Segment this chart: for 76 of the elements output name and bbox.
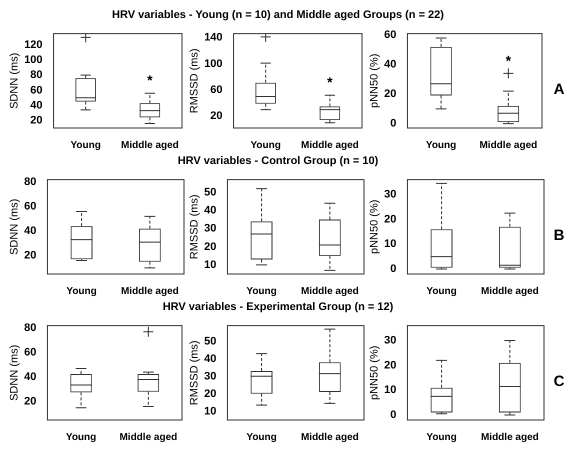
annotation: * <box>147 72 154 88</box>
x-tick-label: Middle aged <box>480 432 539 443</box>
y-tick-label: 40 <box>30 99 43 112</box>
x-tick-label: Young <box>66 432 96 443</box>
y-tick-label: 30 <box>204 370 216 382</box>
y-tick-label: 0 <box>390 263 396 276</box>
x-tick-label: Middle aged <box>120 140 179 151</box>
y-axis-title: pNN50 (%) <box>368 346 381 400</box>
x-tick-label: Young <box>426 432 457 443</box>
y-tick-label: 80 <box>30 69 43 82</box>
y-tick-label: 10 <box>384 238 396 250</box>
y-tick-label: 10 <box>384 384 396 396</box>
y-tick-label: 40 <box>24 225 36 238</box>
y-tick-label: 20 <box>210 110 223 122</box>
y-axis-title: SDNN (ms) <box>8 52 21 109</box>
y-tick-label: 100 <box>24 54 43 66</box>
y-tick-label: 20 <box>30 114 43 126</box>
y-tick-label: 60 <box>210 84 223 96</box>
y-axis-title: pNN50 (%) <box>368 54 381 108</box>
y-axis-title: RMSSD (ms) <box>188 48 201 114</box>
y-axis-title: pNN50 (%) <box>368 200 381 254</box>
y-tick-label: 30 <box>384 188 396 201</box>
x-tick-label: Young <box>426 286 457 297</box>
y-axis-title: SDNN (ms) <box>8 198 21 255</box>
x-tick-label: Young <box>66 286 97 297</box>
y-tick-label: 120 <box>24 38 43 51</box>
y-tick-label: 60 <box>24 346 36 359</box>
y-tick-label: 80 <box>24 322 36 334</box>
annotation: * <box>506 52 512 68</box>
y-tick-label: 50 <box>204 186 216 198</box>
x-tick-label: Young <box>246 432 277 443</box>
y-tick-label: 40 <box>384 58 396 71</box>
x-tick-label: Young <box>426 140 456 151</box>
y-axis-title: RMSSD (ms) <box>188 340 201 406</box>
x-tick-label: Young <box>250 140 281 151</box>
y-tick-label: 60 <box>24 200 36 213</box>
y-tick-label: 40 <box>204 352 216 365</box>
x-tick-label: Middle aged <box>300 432 359 443</box>
y-tick-label: 10 <box>204 405 216 418</box>
y-tick-label: 20 <box>384 88 396 100</box>
x-tick-label: Middle aged <box>480 286 539 297</box>
y-tick-label: 50 <box>204 335 216 348</box>
annotation: * <box>327 74 334 90</box>
y-tick-label: 40 <box>24 371 36 384</box>
y-tick-label: 40 <box>204 204 216 216</box>
x-tick-label: Middle aged <box>120 286 179 297</box>
y-tick-label: 20 <box>24 250 36 262</box>
y-tick-label: 20 <box>24 396 36 408</box>
y-tick-label: 20 <box>204 388 216 400</box>
y-axis-title: RMSSD (ms) <box>188 194 201 260</box>
x-tick-label: Young <box>70 140 101 151</box>
x-tick-label: Middle aged <box>479 140 538 151</box>
y-tick-label: 60 <box>384 29 396 42</box>
x-tick-label: Middle aged <box>300 286 359 297</box>
text: A <box>552 80 566 98</box>
y-axis-title: SDNN (ms) <box>8 344 21 401</box>
y-tick-label: 60 <box>30 84 43 96</box>
x-tick-label: Young <box>246 286 277 297</box>
y-tick-label: 30 <box>204 222 216 235</box>
y-tick-label: 0 <box>390 409 396 422</box>
text: B <box>552 226 566 244</box>
y-tick-label: 80 <box>24 176 36 188</box>
chart-title: HRV variables - Experimental Group (n = 12) <box>162 301 394 313</box>
y-tick-label: 140 <box>204 32 223 44</box>
x-tick-label: Middle aged <box>119 432 178 443</box>
y-tick-label: 20 <box>204 240 216 253</box>
y-tick-label: 100 <box>204 58 223 70</box>
text: C <box>552 372 566 390</box>
chart-title: HRV variables - Young (n = 10) and Middle aged Groups (n = 22) <box>112 9 444 21</box>
y-tick-label: 10 <box>204 258 216 271</box>
y-tick-label: 20 <box>384 213 396 226</box>
y-tick-label: 0 <box>390 118 396 130</box>
y-tick-label: 20 <box>384 359 396 372</box>
chart-title: HRV variables - Control Group (n = 10) <box>178 155 378 167</box>
y-tick-label: 30 <box>384 334 396 347</box>
x-tick-label: Middle aged <box>300 140 359 151</box>
